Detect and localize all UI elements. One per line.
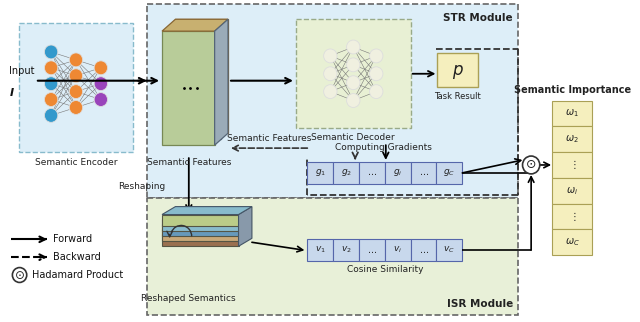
Text: Input: Input — [9, 66, 35, 76]
Text: Semantic Importance: Semantic Importance — [514, 85, 631, 95]
Text: $\vdots$: $\vdots$ — [568, 210, 576, 223]
Circle shape — [44, 61, 58, 75]
Text: Semantic Features: Semantic Features — [147, 158, 231, 167]
Bar — [307, 162, 333, 184]
Bar — [552, 100, 593, 126]
Text: $\cdots$: $\cdots$ — [367, 168, 377, 177]
Text: Reshaped Semantics: Reshaped Semantics — [141, 294, 236, 303]
Bar — [296, 19, 411, 128]
Text: Semantic Decoder: Semantic Decoder — [312, 133, 395, 142]
Bar — [162, 224, 239, 236]
Circle shape — [369, 49, 383, 63]
Bar — [175, 19, 228, 133]
Circle shape — [94, 77, 108, 90]
Circle shape — [324, 85, 337, 99]
Bar — [333, 239, 359, 261]
Polygon shape — [239, 207, 252, 246]
Bar — [436, 162, 462, 184]
Text: $g_C$: $g_C$ — [444, 167, 456, 178]
Text: Computing Gradients: Computing Gradients — [335, 143, 432, 152]
Circle shape — [347, 40, 360, 54]
Text: Backward: Backward — [53, 252, 100, 262]
Text: Hadamard Product: Hadamard Product — [32, 270, 124, 280]
Circle shape — [369, 67, 383, 81]
Circle shape — [69, 53, 83, 67]
Text: STR Module: STR Module — [444, 13, 513, 23]
Bar — [147, 5, 518, 198]
Bar — [436, 239, 462, 261]
Bar — [162, 31, 214, 145]
Bar — [552, 178, 593, 204]
Text: $p$: $p$ — [452, 63, 463, 81]
Bar — [552, 229, 593, 255]
Bar — [162, 229, 239, 241]
Circle shape — [44, 45, 58, 59]
Bar — [162, 214, 239, 226]
Bar — [162, 234, 239, 246]
Bar — [411, 162, 436, 184]
Bar — [307, 239, 333, 261]
Text: Semantic Encoder: Semantic Encoder — [35, 158, 117, 167]
Text: $g_2$: $g_2$ — [340, 167, 351, 178]
Text: $\omega_2$: $\omega_2$ — [565, 133, 579, 145]
Text: $v_1$: $v_1$ — [315, 245, 326, 255]
Text: Cosine Similarity: Cosine Similarity — [347, 265, 423, 274]
Text: $\bfit{I}$: $\bfit{I}$ — [9, 86, 15, 98]
Circle shape — [347, 94, 360, 108]
Text: Task Result: Task Result — [434, 91, 481, 100]
Circle shape — [69, 69, 83, 83]
Text: $\cdots$: $\cdots$ — [419, 246, 429, 255]
Text: $v_C$: $v_C$ — [444, 245, 455, 255]
Polygon shape — [214, 19, 228, 145]
Bar — [147, 198, 518, 315]
Circle shape — [94, 61, 108, 75]
Circle shape — [44, 109, 58, 122]
Text: $\cdots$: $\cdots$ — [419, 168, 429, 177]
Text: $g_1$: $g_1$ — [315, 167, 326, 178]
Text: $g_i$: $g_i$ — [393, 167, 403, 178]
Circle shape — [44, 77, 58, 90]
Bar — [333, 162, 359, 184]
Text: Reshaping: Reshaping — [118, 182, 166, 191]
Circle shape — [522, 156, 540, 174]
Text: Forward: Forward — [53, 234, 92, 244]
Bar — [359, 239, 385, 261]
Text: Semantic Features: Semantic Features — [227, 134, 311, 143]
Bar — [552, 204, 593, 229]
Bar — [437, 53, 477, 87]
Circle shape — [347, 76, 360, 90]
Circle shape — [347, 58, 360, 72]
Circle shape — [369, 85, 383, 99]
Polygon shape — [162, 207, 252, 214]
Bar — [411, 239, 436, 261]
Circle shape — [324, 49, 337, 63]
Text: $\odot$: $\odot$ — [525, 158, 537, 172]
Bar — [162, 220, 239, 232]
Bar — [359, 162, 385, 184]
Bar — [19, 23, 133, 152]
Text: $\odot$: $\odot$ — [14, 269, 25, 281]
Polygon shape — [162, 19, 228, 31]
Text: $\omega_C$: $\omega_C$ — [565, 236, 580, 248]
Text: $v_2$: $v_2$ — [340, 245, 351, 255]
Text: $\cdots$: $\cdots$ — [367, 246, 377, 255]
Bar — [385, 162, 411, 184]
Bar — [385, 239, 411, 261]
Bar — [552, 152, 593, 178]
Text: $\vdots$: $\vdots$ — [568, 158, 576, 172]
Circle shape — [324, 67, 337, 81]
Circle shape — [94, 93, 108, 107]
Text: $v_i$: $v_i$ — [393, 245, 403, 255]
Text: $\omega_1$: $\omega_1$ — [565, 108, 579, 119]
Circle shape — [69, 85, 83, 99]
Text: $\omega_i$: $\omega_i$ — [566, 185, 579, 197]
Bar — [552, 126, 593, 152]
Bar — [169, 25, 221, 139]
Circle shape — [69, 100, 83, 114]
Text: ISR Module: ISR Module — [447, 299, 513, 309]
Circle shape — [12, 268, 27, 282]
Circle shape — [44, 93, 58, 107]
